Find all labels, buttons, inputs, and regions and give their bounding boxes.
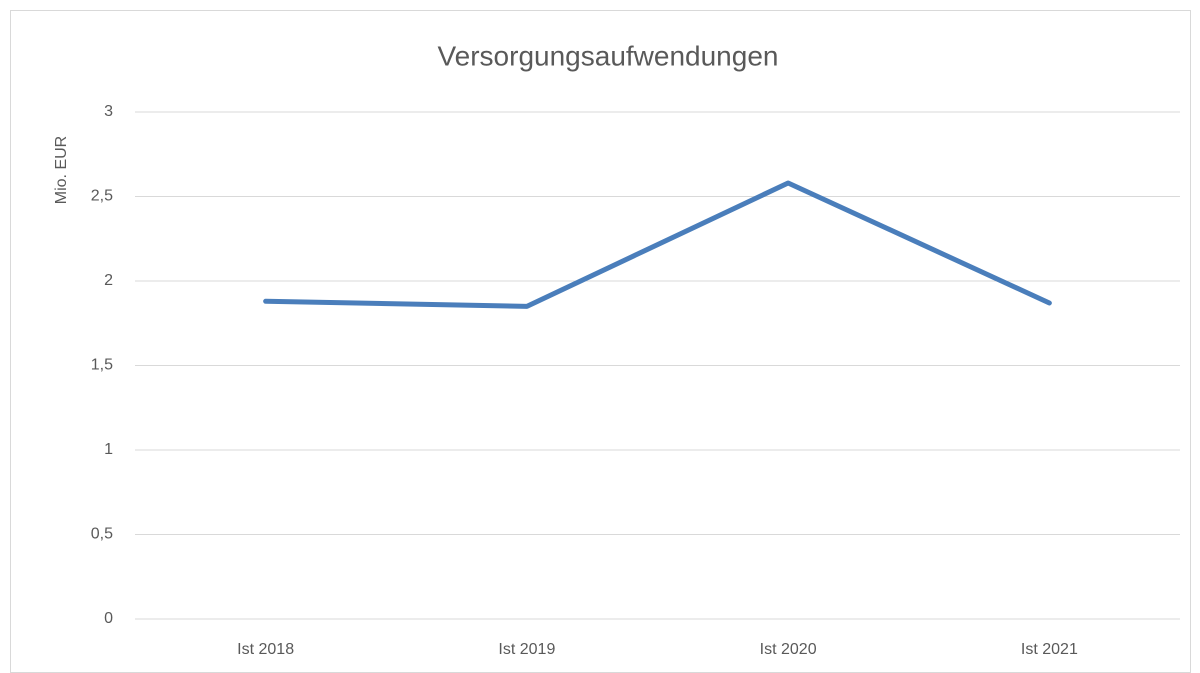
y-tick-label: 2,5 bbox=[91, 188, 113, 205]
y-tick-label: 1 bbox=[104, 441, 113, 458]
chart-title: Versorgungsaufwendungen bbox=[438, 40, 779, 71]
y-tick-label: 0 bbox=[104, 610, 113, 627]
y-tick-label: 1,5 bbox=[91, 357, 113, 374]
y-axis-label: Mio. EUR bbox=[53, 136, 70, 204]
y-tick-label: 3 bbox=[104, 103, 113, 120]
x-tick-label: Ist 2019 bbox=[498, 641, 555, 658]
chart-border bbox=[10, 10, 1191, 673]
x-tick-label: Ist 2020 bbox=[760, 641, 817, 658]
x-tick-label: Ist 2018 bbox=[237, 641, 294, 658]
line-series bbox=[263, 180, 1052, 309]
y-tick-label: 0,5 bbox=[91, 526, 113, 543]
y-tick-label: 2 bbox=[104, 272, 113, 289]
x-tick-label: Ist 2021 bbox=[1021, 641, 1078, 658]
